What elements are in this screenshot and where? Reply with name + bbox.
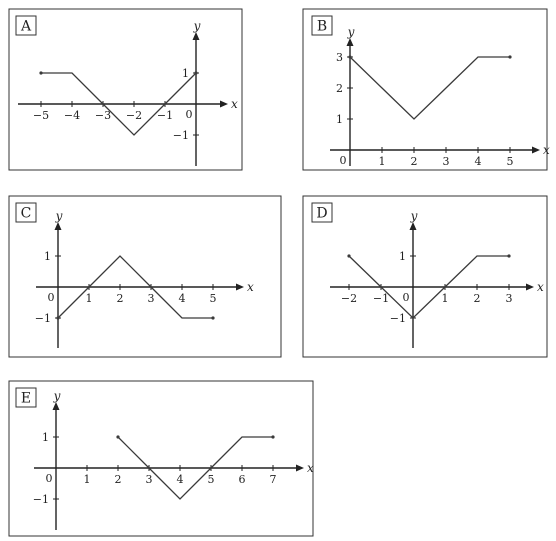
y-axis-arrowhead: [409, 222, 417, 230]
x-axis-label: x: [231, 97, 238, 111]
x-tick-label: 1: [379, 155, 386, 168]
x-tick-label: −1: [157, 109, 173, 122]
x-tick-label: 4: [475, 155, 482, 168]
option-label: A: [20, 19, 32, 35]
x-tick-label: 5: [507, 155, 514, 168]
option-label: B: [317, 19, 327, 35]
x-tick-label: 4: [179, 292, 186, 305]
option-label-box: [311, 15, 333, 36]
y-tick-label: 1: [42, 431, 49, 444]
y-tick-label: 1: [399, 250, 406, 263]
graph-a-curve: [41, 72, 197, 136]
graph-c-curve: [57, 255, 213, 319]
curve-end-point: [271, 435, 275, 439]
graph-b-frame: [302, 8, 548, 171]
y-axis-arrowhead: [52, 402, 60, 410]
x-tick-label: 3: [506, 292, 513, 305]
y-tick-label: −1: [35, 312, 51, 325]
y-tick-label: 3: [336, 51, 343, 64]
option-label: E: [21, 391, 31, 407]
curve-end-point: [508, 55, 512, 59]
x-tick-label: 3: [148, 292, 155, 305]
x-tick-label: 2: [117, 292, 124, 305]
x-axis-label: x: [307, 461, 314, 475]
x-tick-label: 3: [443, 155, 450, 168]
y-tick-label: 1: [44, 250, 51, 263]
graph-b-curve: [349, 56, 510, 120]
y-tick-label: 1: [182, 67, 189, 80]
x-axis-arrowhead: [236, 283, 244, 291]
option-label-box: [311, 202, 333, 223]
x-tick-label: −3: [95, 109, 111, 122]
graph-c: Cx y 0 1 2 3 4 5 1 −1: [8, 195, 282, 358]
graph-d: Dx y 0 −2 −1 1 2 3 1 −1: [302, 195, 548, 358]
y-axis-label: y: [193, 19, 201, 33]
x-tick-label: 2: [411, 155, 418, 168]
x-axis-label: x: [537, 280, 544, 294]
curve-start-point: [116, 435, 120, 439]
curve-end-point: [194, 71, 198, 75]
y-axis-arrowhead: [54, 222, 62, 230]
graph-e: Ex y 0 1 2 3 4 5 6 7 1 −1: [8, 380, 314, 537]
option-label: C: [21, 206, 32, 222]
curve-start-point: [39, 71, 43, 75]
option-label: D: [316, 206, 327, 222]
option-label-box: [15, 202, 37, 223]
graph-a-frame: [8, 8, 243, 171]
y-axis-label: y: [347, 25, 355, 39]
curve-start-point: [56, 316, 60, 320]
graph-d-curve: [348, 255, 509, 319]
x-axis-arrowhead: [532, 146, 540, 154]
x-axis-arrowhead: [296, 464, 304, 472]
option-label-box: [15, 15, 37, 36]
x-tick-label: 5: [210, 292, 217, 305]
x-tick-label: 5: [208, 473, 215, 486]
x-axis-label: x: [543, 143, 550, 157]
x-tick-label: −2: [341, 292, 357, 305]
origin-label: 0: [46, 472, 53, 485]
y-tick-label: 2: [336, 82, 343, 95]
curve-end-point: [211, 316, 215, 320]
origin-label: 0: [48, 291, 55, 304]
x-axis-arrowhead: [220, 100, 228, 108]
x-tick-label: 2: [474, 292, 481, 305]
x-tick-label: 3: [146, 473, 153, 486]
curve-end-point: [507, 254, 511, 258]
origin-label: 0: [403, 291, 410, 304]
graph-e-curve: [117, 436, 273, 500]
x-tick-label: −1: [373, 292, 389, 305]
graph-b: Bx y 0 1 2 3 4 5 1 2 3: [302, 8, 550, 171]
x-tick-label: 1: [84, 473, 91, 486]
x-axis-label: x: [247, 280, 254, 294]
x-tick-label: 2: [115, 473, 122, 486]
origin-label: 0: [186, 108, 193, 121]
x-tick-label: −5: [33, 109, 49, 122]
x-tick-label: 1: [86, 292, 93, 305]
y-axis-label: y: [53, 389, 61, 403]
y-tick-label: −1: [390, 312, 406, 325]
y-axis-label: y: [410, 209, 418, 223]
option-label-box: [15, 387, 37, 408]
y-axis-arrowhead: [192, 32, 200, 40]
y-axis-label: y: [55, 209, 63, 223]
x-tick-label: −4: [64, 109, 80, 122]
curve-start-point: [347, 254, 351, 258]
x-tick-label: 1: [442, 292, 449, 305]
origin-label: 0: [340, 154, 347, 167]
graph-c-frame: [8, 195, 282, 358]
graph-e-frame: [8, 380, 314, 537]
curve-start-point: [348, 55, 352, 59]
y-axis-arrowhead: [346, 38, 354, 46]
graph-d-frame: [302, 195, 548, 358]
y-tick-label: 1: [336, 113, 343, 126]
x-tick-label: −2: [126, 109, 142, 122]
x-tick-label: 7: [270, 473, 277, 486]
x-tick-label: 4: [177, 473, 184, 486]
x-axis-arrowhead: [526, 283, 534, 291]
y-tick-label: −1: [173, 129, 189, 142]
y-tick-label: −1: [33, 493, 49, 506]
x-tick-label: 6: [239, 473, 246, 486]
graph-a: Ax y 0 −5 −4 −3 −2 −1 1 −1: [8, 8, 243, 171]
